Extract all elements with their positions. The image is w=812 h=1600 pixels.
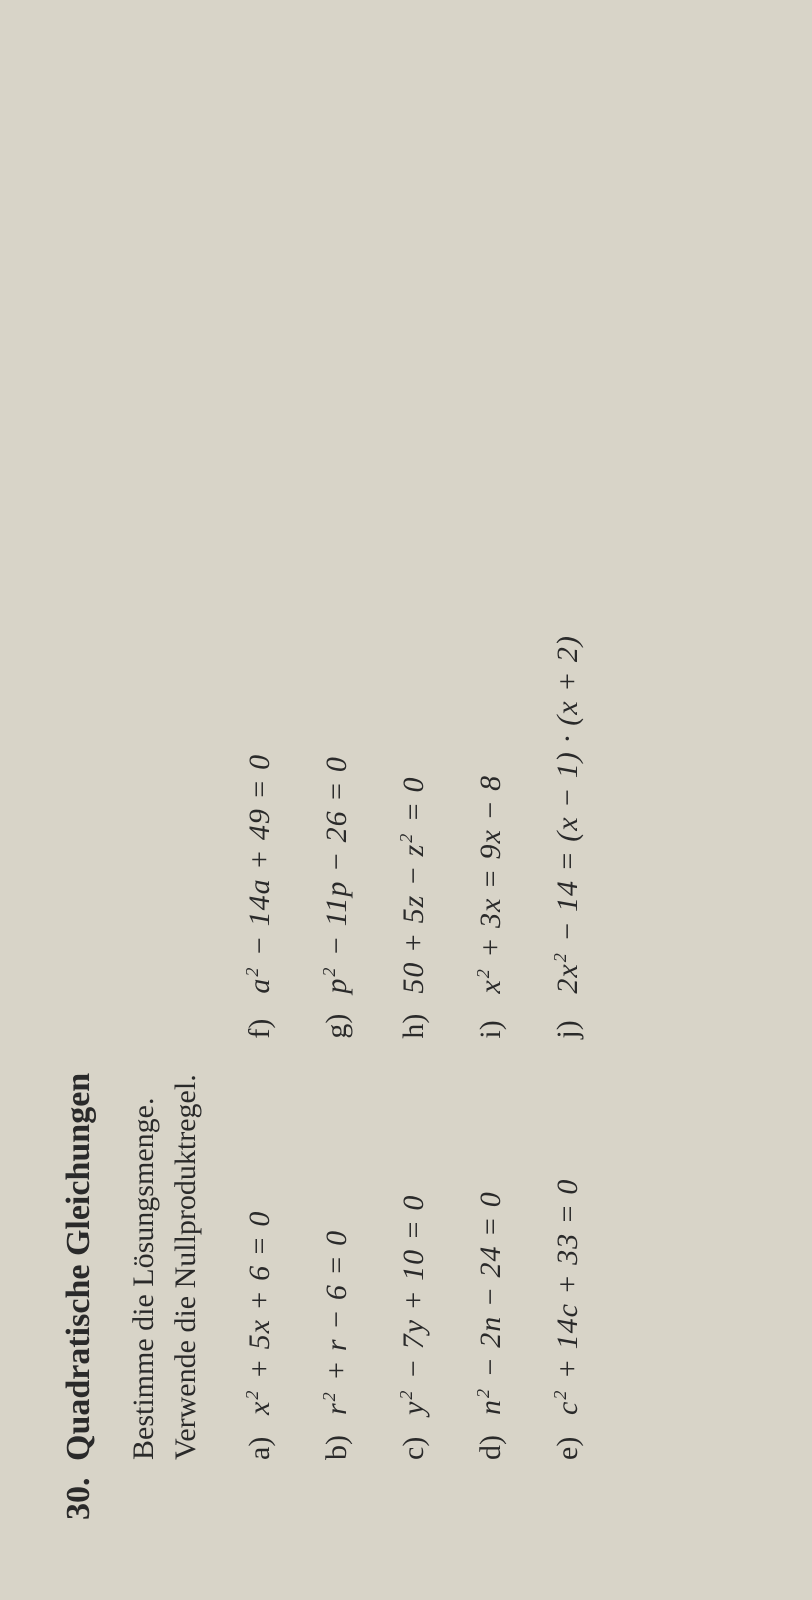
problems-left-column: a)x2 + 5x + 6 = 0 b)r2 + r − 6 = 0 c)y2 − …: [242, 1179, 585, 1460]
instructions: Bestimme die Lösungsmenge. Verwende die …: [123, 80, 207, 1460]
problem-label: c): [397, 1415, 431, 1460]
problem-equation: a2 − 14a + 49 = 0: [242, 754, 277, 994]
problem-label: b): [320, 1415, 354, 1460]
instruction-line-2: Verwende die Nullproduktregel.: [165, 80, 207, 1460]
problem-label: d): [474, 1415, 508, 1460]
problem-item: j)2x2 − 14 = (x − 1) · (x + 2): [550, 635, 585, 1038]
problem-equation: 2x2 − 14 = (x − 1) · (x + 2): [550, 635, 585, 993]
problem-item: b)r2 + r − 6 = 0: [319, 1179, 354, 1460]
problem-item: f)a2 − 14a + 49 = 0: [242, 635, 277, 1038]
problem-equation: r2 + r − 6 = 0: [319, 1230, 354, 1415]
exercise-title: 30. Quadratische Gleichungen: [60, 80, 98, 1520]
problem-equation: p2 − 11p − 26 = 0: [319, 756, 354, 994]
problem-equation: 50 + 5z − z2 = 0: [396, 776, 431, 993]
problems-right-column: f)a2 − 14a + 49 = 0 g)p2 − 11p − 26 = 0 h)…: [242, 635, 585, 1038]
problem-equation: y2 − 7y + 10 = 0: [396, 1195, 431, 1415]
problem-item: i)x2 + 3x = 9x − 8: [473, 635, 508, 1038]
problem-equation: x2 + 3x = 9x − 8: [473, 775, 508, 994]
problem-item: a)x2 + 5x + 6 = 0: [242, 1179, 277, 1460]
problem-label: i): [474, 994, 508, 1039]
problem-equation: n2 − 2n − 24 = 0: [473, 1191, 508, 1415]
instruction-line-1: Bestimme die Lösungsmenge.: [123, 80, 165, 1460]
problem-label: g): [320, 994, 354, 1039]
exercise-number: 30.: [60, 1478, 98, 1521]
problem-label: j): [551, 994, 585, 1039]
problem-item: c)y2 − 7y + 10 = 0: [396, 1179, 431, 1460]
problem-equation: c2 + 14c + 33 = 0: [550, 1179, 585, 1415]
problem-label: f): [243, 994, 277, 1039]
problem-item: d)n2 − 2n − 24 = 0: [473, 1179, 508, 1460]
problem-item: e)c2 + 14c + 33 = 0: [550, 1179, 585, 1460]
exercise-title-text: Quadratische Gleichungen: [60, 1073, 97, 1461]
exercise-page: 30. Quadratische Gleichungen Bestimme di…: [0, 0, 812, 1600]
problem-equation: x2 + 5x + 6 = 0: [242, 1211, 277, 1415]
problem-item: h)50 + 5z − z2 = 0: [396, 635, 431, 1038]
problems-container: a)x2 + 5x + 6 = 0 b)r2 + r − 6 = 0 c)y2 − …: [242, 80, 585, 1460]
problem-label: h): [397, 994, 431, 1039]
problem-item: g)p2 − 11p − 26 = 0: [319, 635, 354, 1038]
problem-label: a): [243, 1415, 277, 1460]
problem-label: e): [551, 1415, 585, 1460]
